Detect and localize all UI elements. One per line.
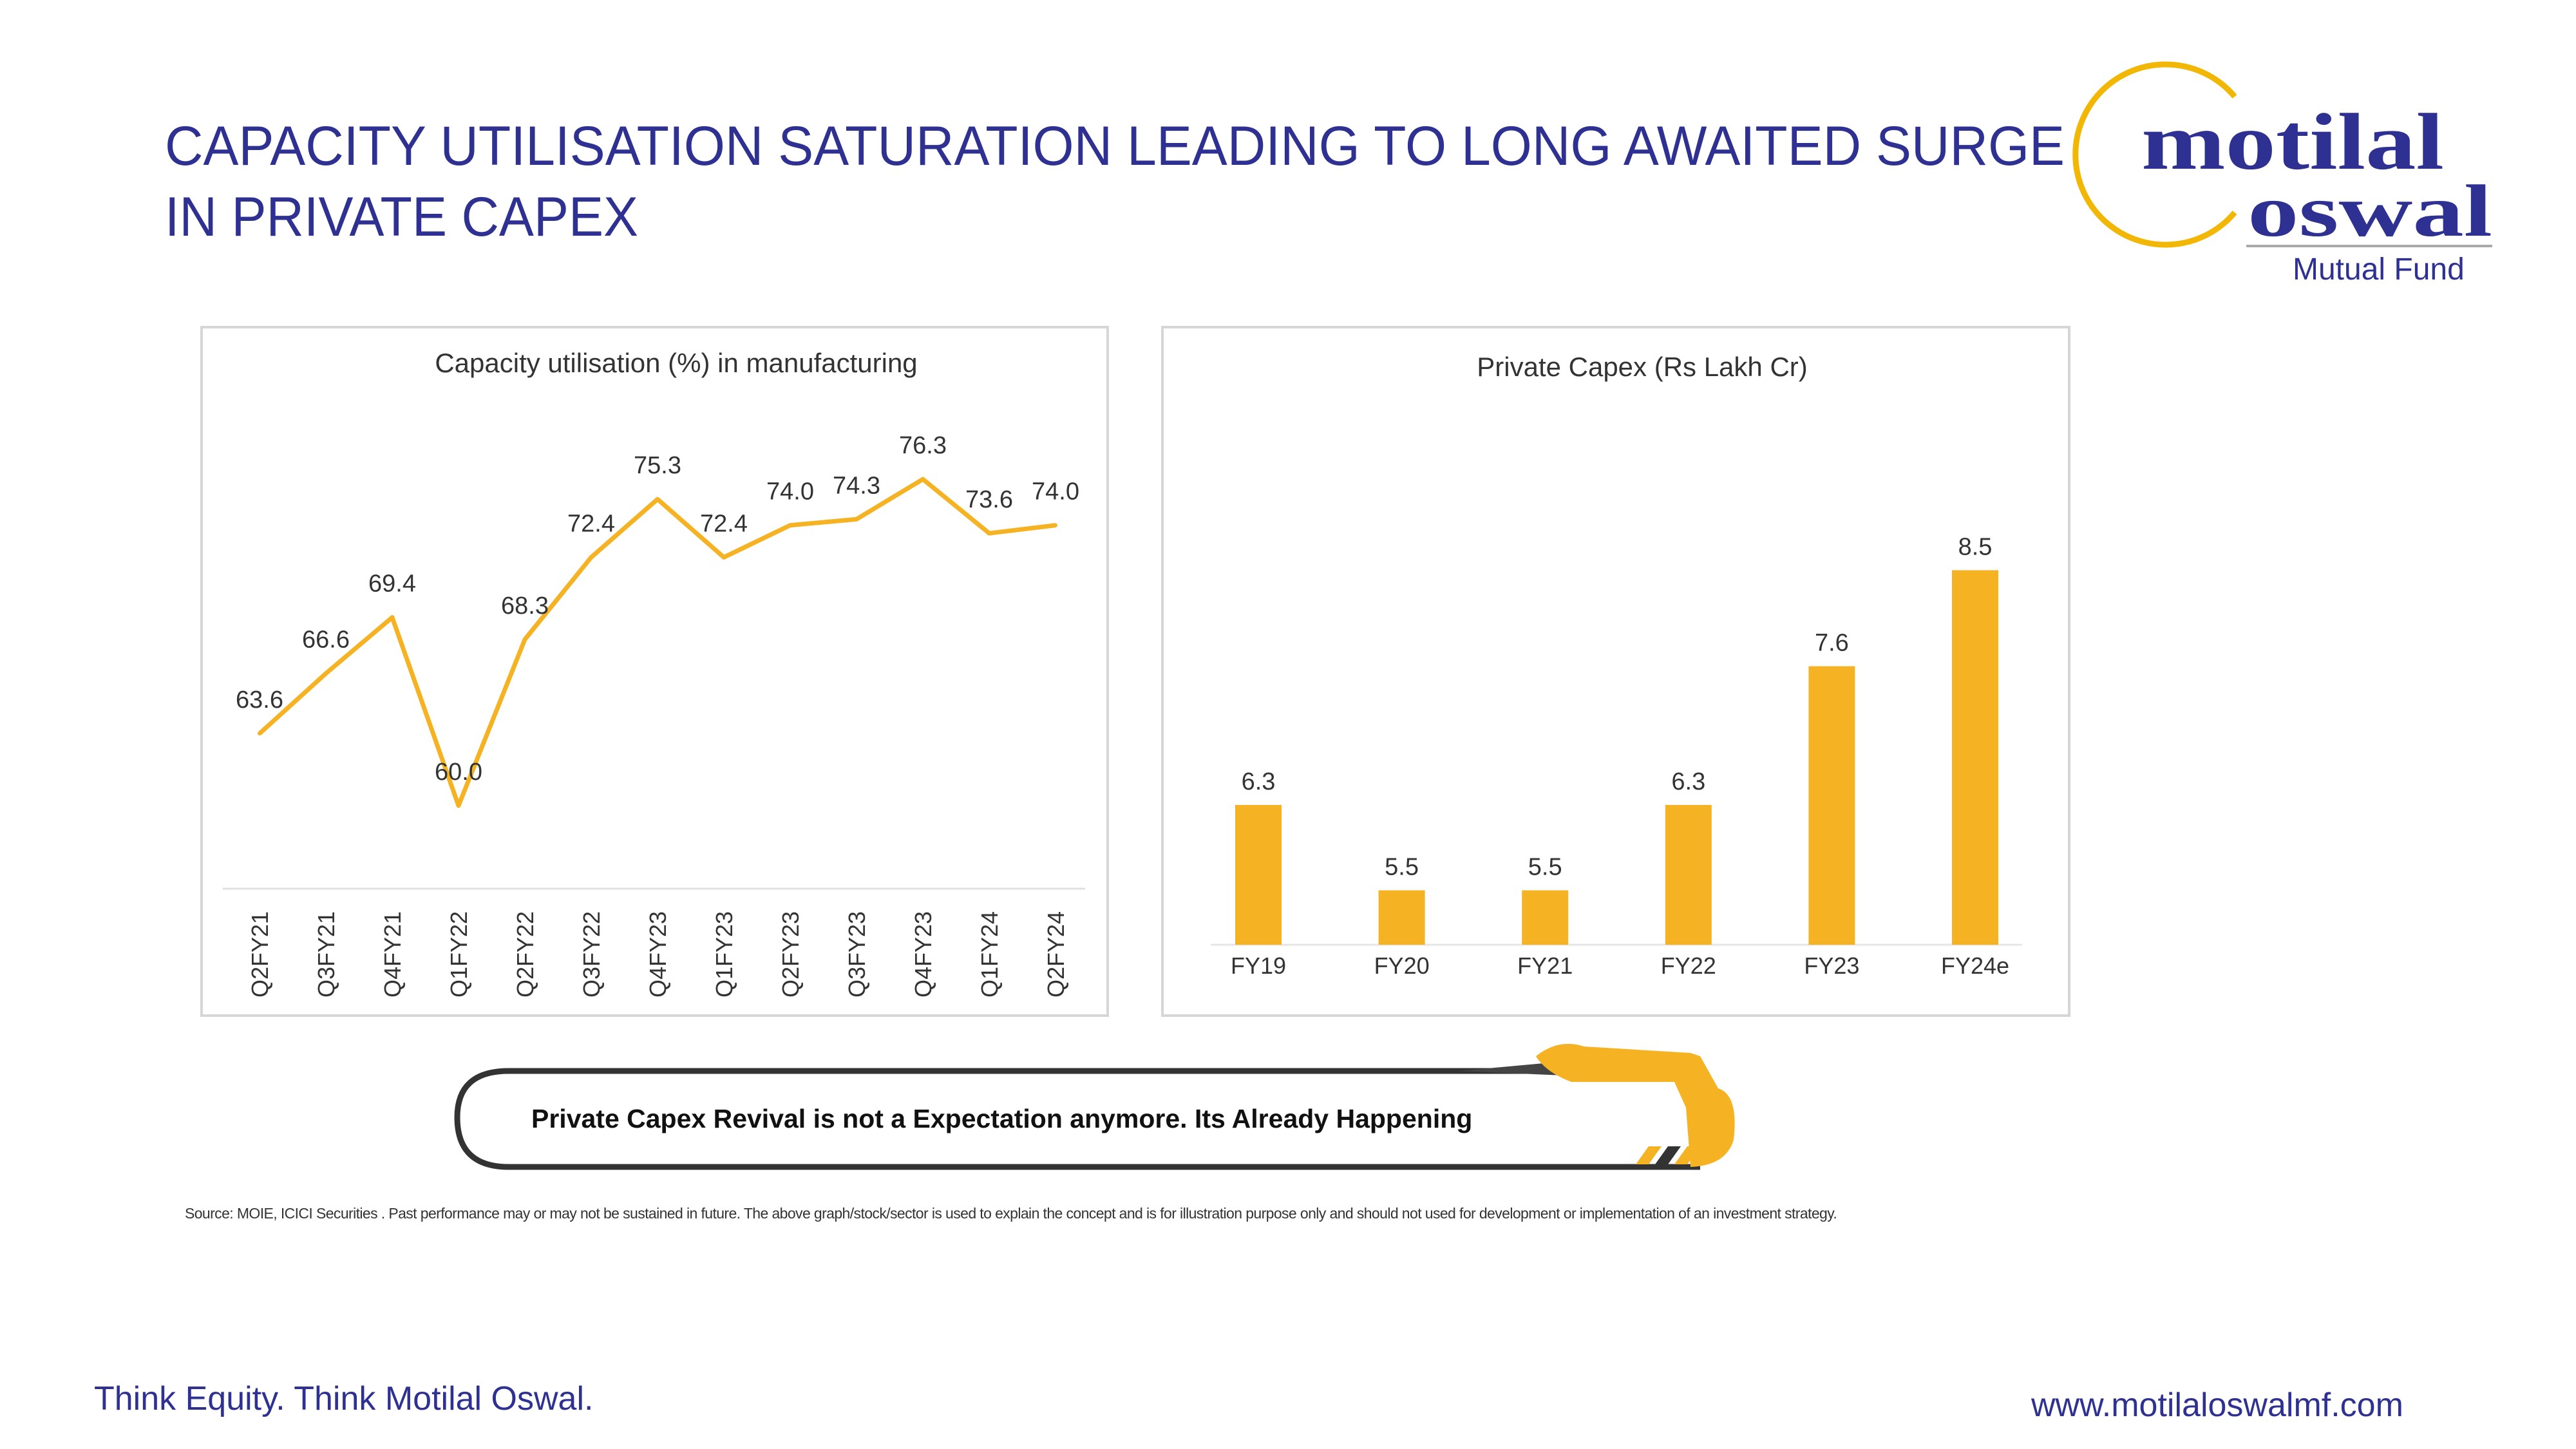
- x-tick-label: Q3FY23: [844, 911, 870, 998]
- x-tick-label: FY22: [1661, 952, 1716, 979]
- bar-chart-frame: [1161, 326, 2070, 1017]
- bar: [1808, 666, 1855, 945]
- hazard-stripes: [1636, 1146, 1700, 1164]
- x-tick-label: Q2FY24: [1043, 911, 1069, 998]
- bar: [1665, 804, 1712, 945]
- x-tick-label: FY19: [1231, 952, 1286, 979]
- bar: [1235, 804, 1282, 945]
- line-chart-frame: [200, 326, 1109, 1017]
- x-tick-label: Q3FY21: [313, 911, 339, 998]
- line-chart-title: Capacity utilisation (%) in manufacturin…: [435, 348, 917, 378]
- data-point: [1054, 523, 1057, 527]
- data-point: [722, 555, 726, 560]
- x-tick-label: Q4FY23: [910, 911, 936, 998]
- data-point: [258, 732, 261, 736]
- bar: [1522, 890, 1569, 945]
- x-tick-label: Q1FY23: [711, 911, 737, 998]
- data-label: 5.5: [1528, 853, 1562, 880]
- data-label: 69.4: [368, 571, 416, 598]
- bar: [1378, 890, 1425, 945]
- data-point: [656, 497, 659, 502]
- data-label: 76.3: [899, 432, 947, 459]
- x-tick-label: Q2FY23: [777, 911, 804, 998]
- data-point: [788, 523, 792, 527]
- logo-oswal: oswal: [2248, 170, 2492, 252]
- bar-chart-title: Private Capex (Rs Lakh Cr): [1477, 352, 1808, 382]
- data-point: [589, 555, 593, 560]
- x-tick-label: FY20: [1374, 952, 1430, 979]
- data-label: 60.0: [435, 759, 482, 786]
- logo-motilal: motilal: [2141, 98, 2444, 187]
- data-label: 5.5: [1385, 853, 1419, 880]
- logo: motilal oswal: [2072, 61, 2492, 252]
- data-label: 8.5: [1958, 533, 1993, 560]
- data-point: [987, 531, 991, 536]
- banner-text: Private Capex Revival is not a Expectati…: [531, 1104, 1473, 1133]
- data-label: 68.3: [501, 592, 549, 620]
- data-label: 73.6: [965, 486, 1013, 513]
- data-point: [855, 517, 858, 522]
- banner-frame: [454, 1068, 1700, 1170]
- data-label: 6.3: [1671, 768, 1705, 795]
- x-tick-label: FY23: [1804, 952, 1859, 979]
- x-tick-label: Q4FY21: [379, 911, 406, 998]
- data-label: 63.6: [236, 687, 283, 714]
- source-footnote: Source: MOIE, ICICI Securities . Past pe…: [185, 1205, 1837, 1222]
- x-tick-label: Q1FY24: [976, 911, 1003, 998]
- x-tick-label: Q2FY22: [512, 911, 538, 998]
- excavator-hydraulic: [1459, 1061, 1565, 1075]
- data-point: [921, 477, 925, 482]
- data-label: 74.0: [766, 478, 814, 506]
- logo-subtitle: Mutual Fund: [2293, 252, 2465, 287]
- bar-chart: Private Capex (Rs Lakh Cr) 6.3 FY19 5.5 FY2…: [1161, 326, 2070, 1017]
- footer-tagline: Think Equity. Think Motilal Oswal.: [94, 1380, 594, 1417]
- x-tick-label: FY24e: [1941, 952, 2009, 979]
- logo-ring: [2072, 61, 2237, 248]
- data-label: 7.6: [1815, 630, 1849, 657]
- x-tick-label: FY21: [1517, 952, 1573, 979]
- x-tick-label: Q4FY23: [645, 911, 671, 998]
- title-line-2: IN PRIVATE CAPEX: [165, 186, 638, 248]
- x-tick-label: Q2FY21: [247, 911, 273, 998]
- banner: [454, 1043, 1735, 1170]
- data-label: 6.3: [1242, 768, 1276, 795]
- data-point: [457, 804, 460, 808]
- data-point: [523, 637, 527, 641]
- data-point: [324, 671, 328, 676]
- data-label: 74.0: [1032, 478, 1079, 506]
- data-label: 75.3: [634, 452, 681, 479]
- footer-website-link[interactable]: www.motilaloswalmf.com: [2031, 1387, 2403, 1424]
- data-label: 72.4: [567, 510, 615, 537]
- page-title: CAPACITY UTILISATION SATURATION LEADING …: [165, 115, 2065, 248]
- data-label: 66.6: [302, 627, 350, 654]
- data-label: 74.3: [833, 472, 880, 499]
- data-label: 72.4: [700, 510, 748, 537]
- title-line-1: CAPACITY UTILISATION SATURATION LEADING …: [165, 115, 2065, 177]
- line-chart: Capacity utilisation (%) in manufacturin…: [200, 326, 1109, 1017]
- x-tick-label: Q3FY22: [578, 911, 605, 998]
- excavator-arm-icon: [1536, 1043, 1735, 1167]
- bar: [1952, 570, 1998, 945]
- x-tick-label: Q1FY22: [446, 911, 472, 998]
- data-point: [390, 615, 394, 620]
